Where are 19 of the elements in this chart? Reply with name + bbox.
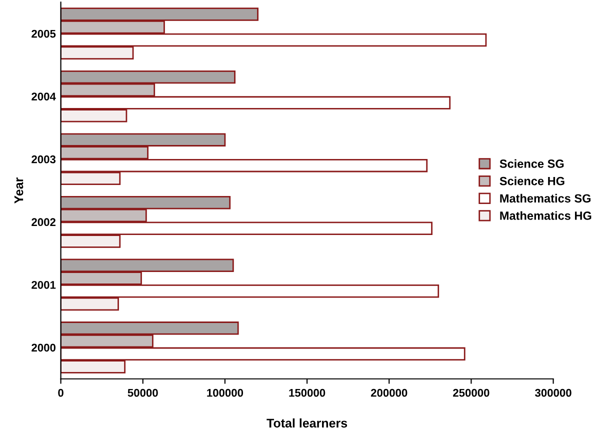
y-tick-label: 2002	[32, 218, 56, 226]
x-tick-label: 300000	[535, 388, 572, 397]
x-tick-label: 0	[58, 388, 64, 397]
x-tick-label: 250000	[453, 388, 490, 397]
legend-label: Science SG	[500, 159, 564, 168]
x-tick-label: 50000	[128, 388, 158, 397]
x-tick-label: 200000	[370, 388, 408, 397]
legend-label: Mathematics HG	[500, 211, 592, 220]
legend-label: Science HG	[500, 176, 564, 186]
y-tick-label: 2003	[32, 155, 56, 164]
y-axis-title: Year	[14, 178, 24, 204]
x-axis-title: Total learners	[266, 418, 348, 428]
y-tick-label: 2000	[32, 344, 56, 352]
legend-label: Mathematics SG	[500, 194, 591, 203]
x-tick-label: 150000	[289, 388, 326, 397]
x-tick-label: 100000	[207, 388, 244, 397]
y-tick-label: 2001	[32, 280, 56, 289]
y-tick-label: 2005	[32, 30, 56, 38]
y-tick-label: 2004	[32, 92, 56, 100]
